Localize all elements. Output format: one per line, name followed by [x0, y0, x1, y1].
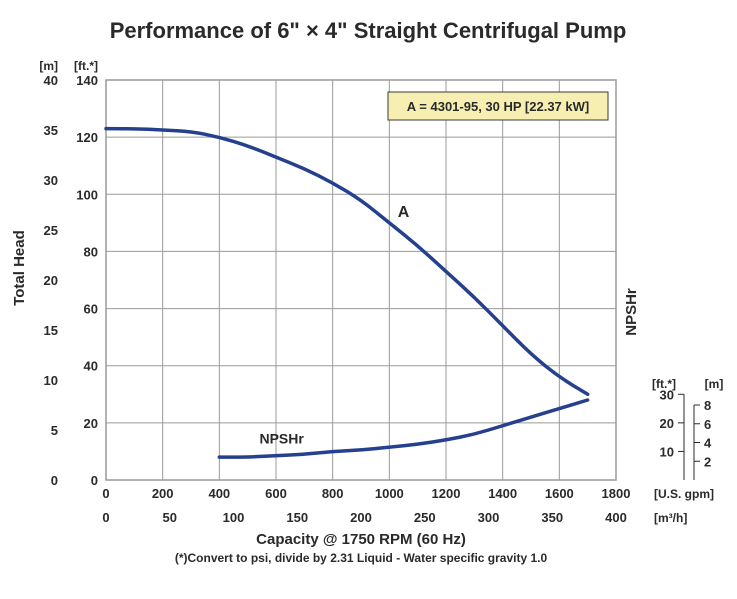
y-tick-ft: 140 [76, 73, 98, 88]
footnote: (*)Convert to psi, divide by 2.31 Liquid… [175, 551, 548, 565]
x-tick-m3h: 250 [414, 510, 436, 525]
x-tick-gpm: 1000 [375, 486, 404, 501]
x-unit-gpm: [U.S. gpm] [654, 487, 714, 501]
x-tick-gpm: 1600 [545, 486, 574, 501]
y-tick-m: 10 [44, 373, 58, 388]
x-tick-m3h: 350 [541, 510, 563, 525]
y-tick-m: 15 [44, 323, 58, 338]
npshr-tick-ft: 10 [660, 444, 674, 459]
y-axis-label-head: Total Head [11, 230, 28, 306]
y-unit-m: [m] [39, 59, 58, 73]
legend: A = 4301-95, 30 HP [22.37 kW] [388, 92, 608, 120]
npshr-unit-m: [m] [705, 377, 724, 391]
x-tick-gpm: 1800 [602, 486, 631, 501]
npshr-tick-m: 4 [704, 436, 712, 451]
y-tick-m: 0 [51, 473, 58, 488]
x-unit-m3h: [m³/h] [654, 511, 687, 525]
y-tick-ft: 60 [84, 302, 98, 317]
npshr-tick-m: 6 [704, 417, 711, 432]
x-tick-gpm: 200 [152, 486, 174, 501]
y-tick-ft: 40 [84, 359, 98, 374]
x-tick-m3h: 50 [163, 510, 177, 525]
y-tick-ft: 120 [76, 130, 98, 145]
x-axis-label: Capacity @ 1750 RPM (60 Hz) [256, 531, 466, 548]
x-tick-gpm: 1400 [488, 486, 517, 501]
y-tick-m: 30 [44, 173, 58, 188]
x-tick-gpm: 0 [102, 486, 109, 501]
x-tick-m3h: 0 [102, 510, 109, 525]
x-tick-m3h: 100 [223, 510, 245, 525]
y-tick-ft: 100 [76, 187, 98, 202]
x-tick-gpm: 400 [208, 486, 230, 501]
x-tick-m3h: 400 [605, 510, 627, 525]
legend-text: A = 4301-95, 30 HP [22.37 kW] [407, 99, 589, 114]
npshr-tick-ft: 30 [660, 387, 674, 402]
x-tick-gpm: 800 [322, 486, 344, 501]
y-unit-ft: [ft.*] [74, 59, 98, 73]
curve-a-label: A [398, 204, 410, 221]
npshr-tick-ft: 20 [660, 416, 674, 431]
pump-performance-chart: Performance of 6" × 4" Straight Centrifu… [0, 0, 737, 599]
npshr-tick-m: 8 [704, 398, 711, 413]
npshr-tick-m: 2 [704, 454, 711, 469]
y-tick-m: 40 [44, 73, 58, 88]
x-tick-m3h: 300 [478, 510, 500, 525]
y-axis-label-npshr: NPSHr [623, 288, 640, 336]
chart-title: Performance of 6" × 4" Straight Centrifu… [110, 18, 627, 43]
y-tick-m: 20 [44, 273, 58, 288]
y-tick-ft: 20 [84, 416, 98, 431]
y-tick-m: 25 [44, 223, 58, 238]
curve-npshr-label: NPSHr [259, 430, 304, 446]
plot-area: A NPSHr [106, 80, 616, 480]
x-tick-gpm: 1200 [432, 486, 461, 501]
y-tick-m: 35 [44, 123, 58, 138]
y-tick-ft: 0 [91, 473, 98, 488]
x-tick-gpm: 600 [265, 486, 287, 501]
x-tick-m3h: 200 [350, 510, 372, 525]
x-tick-m3h: 150 [286, 510, 308, 525]
y-tick-ft: 80 [84, 244, 98, 259]
y-tick-m: 5 [51, 423, 58, 438]
